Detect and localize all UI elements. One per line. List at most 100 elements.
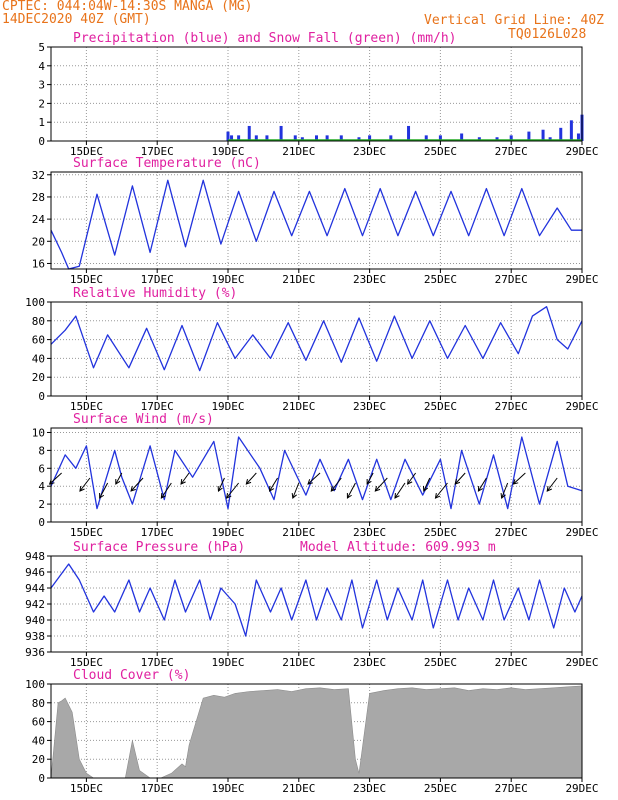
y-tick-label: 0 <box>38 772 45 785</box>
y-tick-label: 946 <box>25 566 45 579</box>
y-tick-label: 10 <box>32 426 45 439</box>
y-tick-label: 0 <box>38 516 45 529</box>
precip-bar <box>569 120 573 141</box>
series-line <box>50 563 583 637</box>
wind-arrow-head <box>291 492 297 499</box>
wind-arrow <box>115 472 123 485</box>
y-tick-label: 940 <box>25 614 45 627</box>
y-tick-label: 0 <box>38 390 45 403</box>
wind-arrow-head <box>546 485 552 492</box>
series-line <box>50 306 583 372</box>
x-tick-label: 27DEC <box>495 145 528 158</box>
precip-bar <box>424 135 428 141</box>
panel-frame <box>50 555 583 653</box>
precip-bar <box>254 135 258 141</box>
wind-arrow-head <box>269 485 275 492</box>
panel-frame <box>50 683 583 779</box>
panel-frame <box>50 301 583 397</box>
panel-title: Cloud Cover (%) <box>73 668 190 683</box>
series-line <box>50 179 582 270</box>
x-tick-label: 29DEC <box>565 400 598 413</box>
precip-bar <box>237 135 241 141</box>
precip-bar <box>325 135 329 141</box>
panel-5: 0 20 40 60 80 100 15DEC 17DEC 19DEC 21DEC 23DEC 25D… <box>25 668 598 795</box>
y-tick-label: 60 <box>32 334 45 347</box>
x-tick-label: 15DEC <box>70 273 103 286</box>
y-tick-label: 5 <box>38 41 45 54</box>
panel-0: 0 1 2 3 4 5 15DEC 17DEC 19DEC 21DEC 23DEC 25DEC 27DE… <box>38 31 598 158</box>
panel-3: 0 2 4 6 8 10 15DEC 17DEC 19DEC 21DEC 23DEC 25DEC 27D… <box>32 412 599 539</box>
y-tick-label: 944 <box>25 582 45 595</box>
series-line <box>50 436 583 510</box>
x-tick-label: 17DEC <box>141 656 174 669</box>
x-tick-label: 25DEC <box>424 273 457 286</box>
wind-arrow <box>99 482 109 499</box>
precip-bar <box>368 135 372 141</box>
header-station: CPTEC: 044:04W-14:30S MANGA (MG) <box>2 0 253 14</box>
panel-subtitle: Model Altitude: 609.993 m <box>300 540 496 555</box>
precip-bar <box>576 133 580 141</box>
wind-arrow-head <box>512 479 519 485</box>
precip-bar <box>339 135 343 141</box>
wind-arrow-head <box>79 485 85 492</box>
y-tick-label: 0 <box>38 135 45 148</box>
precip-bar <box>226 131 230 141</box>
wind-arrow <box>292 482 300 499</box>
wind-arrow-head <box>434 492 441 499</box>
wind-arrow-head <box>366 478 372 485</box>
x-tick-label: 15DEC <box>70 400 103 413</box>
wind-arrow-head <box>394 492 400 499</box>
wind-arrow <box>79 477 91 492</box>
x-tick-label: 27DEC <box>495 273 528 286</box>
wind-arrow-head <box>374 486 381 492</box>
wind-arrow-head <box>160 492 167 499</box>
y-tick-label: 40 <box>32 734 45 747</box>
x-tick-label: 17DEC <box>141 526 174 539</box>
wind-arrow <box>394 482 406 499</box>
panel-title: Precipitation (blue) and Snow Fall (gree… <box>73 31 457 46</box>
x-tick-label: 25DEC <box>424 145 457 158</box>
wind-arrow <box>245 472 257 485</box>
x-tick-label: 17DEC <box>141 145 174 158</box>
precip-bar <box>548 137 552 141</box>
precip-bar <box>357 137 361 141</box>
y-tick-label: 8 <box>38 444 45 457</box>
precip-bar <box>293 135 297 141</box>
wind-arrow <box>513 472 526 485</box>
y-tick-label: 936 <box>25 646 45 659</box>
wind-arrow-head <box>130 486 136 492</box>
y-tick-label: 1 <box>38 116 45 129</box>
y-tick-label: 2 <box>38 498 45 511</box>
x-tick-label: 21DEC <box>282 145 315 158</box>
wind-arrow <box>269 477 278 492</box>
y-tick-label: 948 <box>25 550 45 563</box>
wind-arrow <box>346 482 356 499</box>
wind-arrow <box>374 477 388 492</box>
wind-arrow <box>160 482 172 499</box>
wind-arrow <box>330 477 342 492</box>
x-tick-label: 23DEC <box>353 526 386 539</box>
wind-arrow-head <box>500 492 506 499</box>
x-tick-label: 23DEC <box>353 400 386 413</box>
x-tick-label: 21DEC <box>282 400 315 413</box>
x-tick-label: 19DEC <box>211 400 244 413</box>
x-tick-label: 23DEC <box>353 273 386 286</box>
wind-arrow-head <box>225 492 232 499</box>
y-tick-label: 80 <box>32 697 45 710</box>
x-tick-label: 15DEC <box>70 526 103 539</box>
precip-bar <box>495 137 499 141</box>
x-tick-label: 29DEC <box>565 782 598 795</box>
x-tick-label: 15DEC <box>70 145 103 158</box>
wind-arrow <box>423 477 431 492</box>
panel-title: Surface Temperature (nC) <box>73 156 261 171</box>
y-tick-label: 6 <box>38 462 45 475</box>
precip-bar <box>389 135 393 141</box>
x-tick-label: 25DEC <box>424 656 457 669</box>
x-tick-label: 17DEC <box>141 400 174 413</box>
x-tick-label: 21DEC <box>282 273 315 286</box>
x-tick-label: 23DEC <box>353 782 386 795</box>
x-tick-label: 25DEC <box>424 526 457 539</box>
wind-arrow <box>546 477 558 492</box>
y-tick-label: 20 <box>32 235 45 248</box>
